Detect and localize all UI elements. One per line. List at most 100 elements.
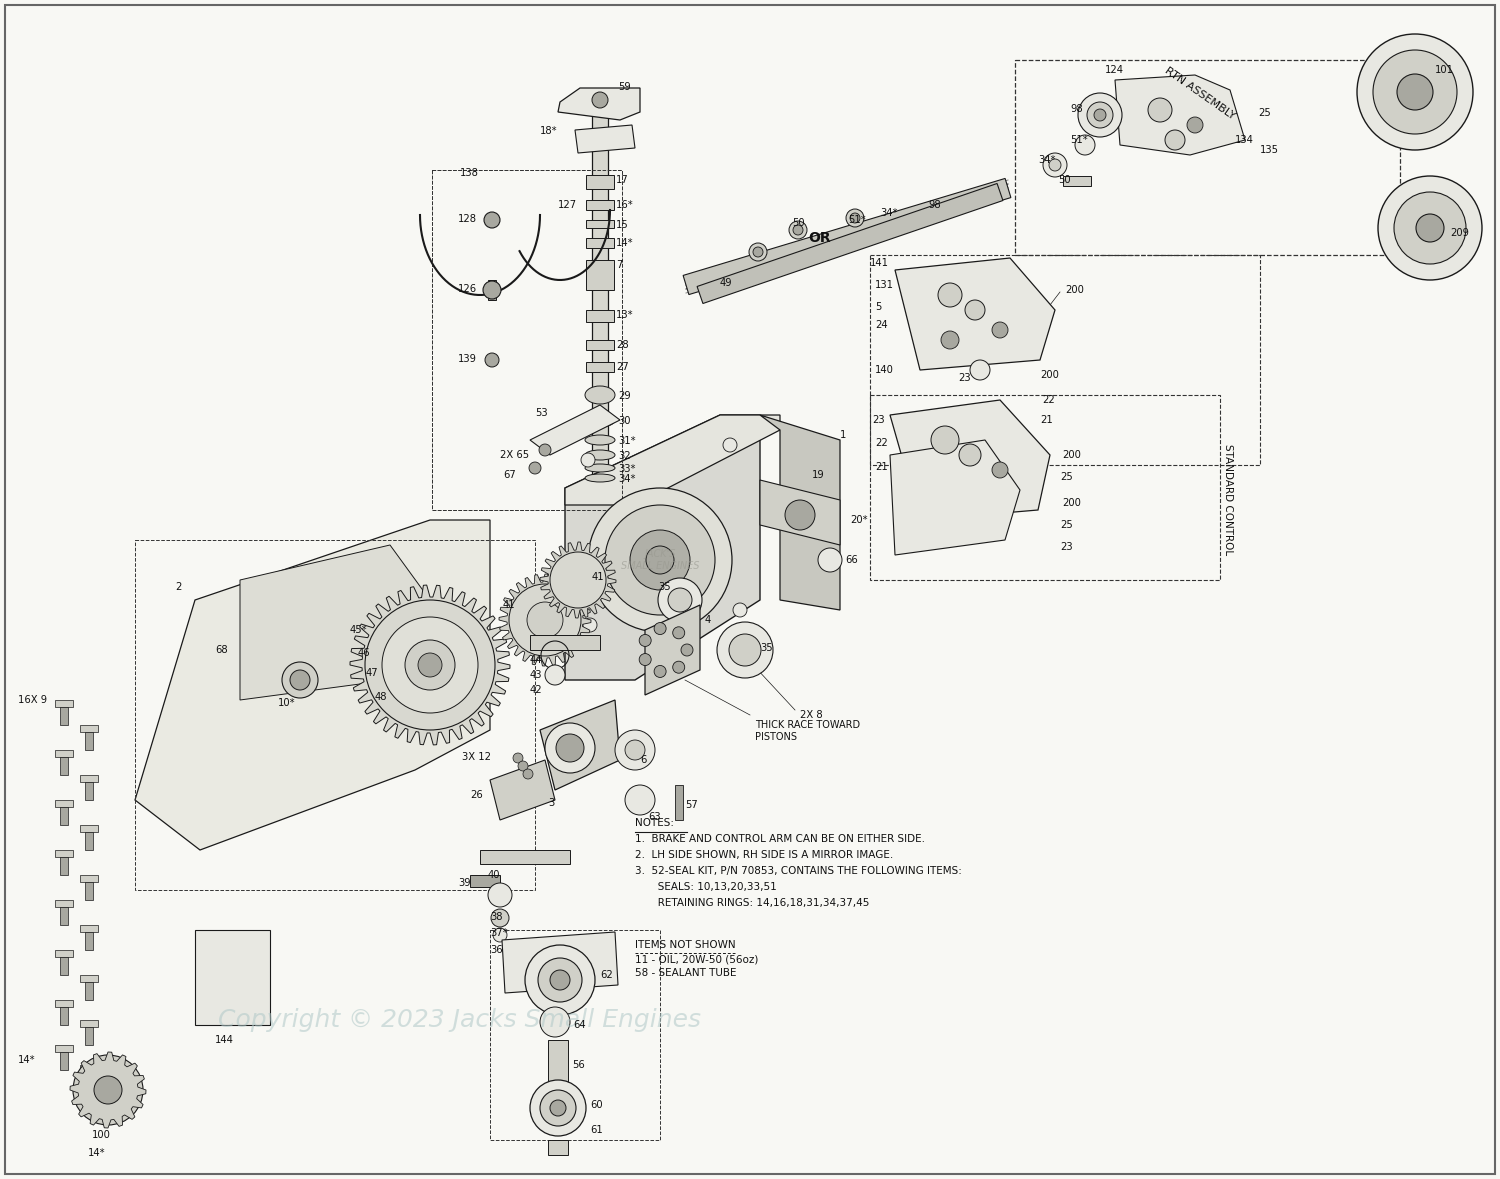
Bar	[56, 950, 74, 957]
Bar	[548, 1040, 568, 1095]
Bar	[86, 732, 93, 750]
Text: 25: 25	[1258, 108, 1270, 118]
Polygon shape	[566, 415, 760, 680]
Text: 124: 124	[1106, 65, 1124, 75]
Circle shape	[958, 444, 981, 466]
Circle shape	[932, 426, 958, 454]
Text: 23: 23	[958, 373, 970, 383]
Bar	[586, 261, 613, 290]
Polygon shape	[503, 933, 618, 993]
Bar	[432, 170, 622, 511]
Circle shape	[518, 760, 528, 771]
Text: THICK RACE TOWARD
PISTONS: THICK RACE TOWARD PISTONS	[754, 720, 859, 742]
Bar	[586, 310, 613, 322]
Text: 14*: 14*	[88, 1148, 105, 1158]
Ellipse shape	[585, 465, 615, 472]
Polygon shape	[558, 88, 640, 120]
Bar	[56, 750, 74, 757]
Bar	[56, 1045, 74, 1052]
Text: 50: 50	[792, 218, 804, 228]
Text: 14*: 14*	[18, 1055, 36, 1065]
Bar	[60, 907, 68, 926]
Bar	[870, 255, 1260, 465]
Text: 101: 101	[1436, 65, 1454, 75]
Circle shape	[794, 225, 802, 235]
Circle shape	[540, 1091, 576, 1126]
Text: 2.  LH SIDE SHOWN, RH SIDE IS A MIRROR IMAGE.: 2. LH SIDE SHOWN, RH SIDE IS A MIRROR IM…	[634, 850, 894, 859]
Bar	[86, 832, 93, 850]
Text: 59: 59	[618, 83, 630, 92]
Polygon shape	[760, 415, 840, 610]
Text: 51*: 51*	[1070, 136, 1088, 145]
Bar	[56, 801, 74, 806]
Polygon shape	[566, 415, 780, 505]
Text: 24: 24	[874, 320, 888, 330]
Text: 1: 1	[840, 430, 846, 440]
Bar	[586, 200, 613, 210]
Text: 141: 141	[870, 258, 889, 268]
Circle shape	[382, 617, 478, 713]
Text: 3X 12: 3X 12	[462, 752, 490, 762]
Text: 10*: 10*	[278, 698, 296, 709]
Text: 131: 131	[874, 279, 894, 290]
Bar	[86, 1072, 93, 1091]
Text: SEALS: 10,13,20,33,51: SEALS: 10,13,20,33,51	[634, 882, 777, 893]
Polygon shape	[682, 178, 1011, 295]
Polygon shape	[592, 105, 608, 475]
Text: NOTES:: NOTES:	[634, 818, 674, 828]
Text: 67: 67	[503, 470, 516, 480]
Circle shape	[723, 439, 736, 452]
Text: 41: 41	[592, 572, 604, 582]
Circle shape	[992, 462, 1008, 477]
Bar	[60, 857, 68, 875]
Text: 34*: 34*	[618, 474, 636, 485]
Text: 22: 22	[874, 439, 888, 448]
Text: 135: 135	[1260, 145, 1280, 154]
Bar	[432, 170, 622, 511]
Circle shape	[992, 322, 1008, 338]
Bar	[60, 707, 68, 725]
Bar	[80, 975, 98, 982]
Text: 200: 200	[1062, 450, 1082, 460]
Text: 56: 56	[572, 1060, 585, 1071]
Circle shape	[604, 505, 715, 615]
Bar	[586, 340, 613, 350]
Circle shape	[282, 661, 318, 698]
Circle shape	[1372, 50, 1456, 134]
Bar	[870, 395, 1220, 580]
Text: 42: 42	[530, 685, 543, 694]
Text: 41: 41	[503, 600, 516, 610]
Text: 20*: 20*	[850, 515, 867, 525]
Circle shape	[364, 600, 495, 730]
Circle shape	[748, 243, 766, 261]
Polygon shape	[350, 585, 510, 745]
Bar	[586, 220, 613, 228]
Circle shape	[483, 281, 501, 299]
Bar	[60, 1052, 68, 1071]
Circle shape	[1076, 136, 1095, 154]
Bar	[56, 900, 74, 907]
Circle shape	[538, 959, 582, 1002]
Bar	[1016, 60, 1400, 255]
Text: 16X 9: 16X 9	[18, 694, 46, 705]
Text: 18*: 18*	[540, 126, 558, 136]
Ellipse shape	[585, 435, 615, 444]
Text: RTN ASSEMBLY: RTN ASSEMBLY	[1162, 65, 1238, 121]
Circle shape	[1358, 34, 1473, 150]
Polygon shape	[500, 574, 591, 666]
Bar	[56, 700, 74, 707]
Text: 43: 43	[530, 670, 543, 680]
Bar	[586, 362, 613, 373]
Text: 23: 23	[871, 415, 885, 424]
Text: 48: 48	[375, 692, 387, 702]
Circle shape	[550, 970, 570, 990]
Circle shape	[490, 909, 508, 927]
Bar	[60, 757, 68, 775]
Circle shape	[1186, 117, 1203, 133]
Text: 37*: 37*	[490, 928, 507, 938]
Polygon shape	[540, 700, 620, 790]
Text: 19: 19	[812, 470, 825, 480]
Circle shape	[1088, 103, 1113, 129]
Text: 98: 98	[928, 200, 940, 210]
Circle shape	[540, 1007, 570, 1038]
